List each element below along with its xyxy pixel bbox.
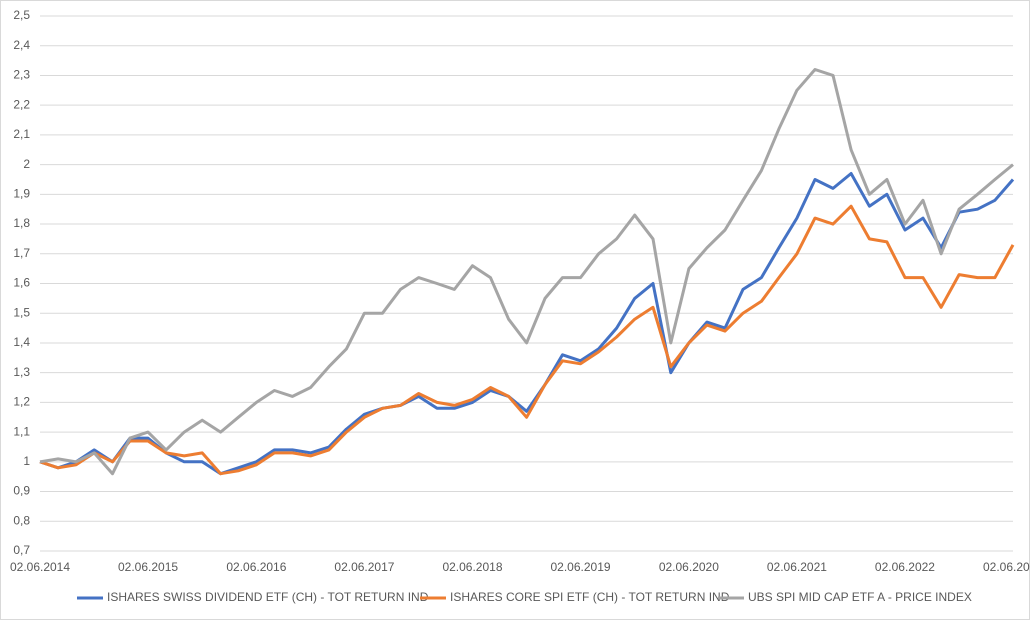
y-tick-label: 1,6 bbox=[13, 276, 30, 290]
legend-label: ISHARES CORE SPI ETF (CH) - TOT RETURN I… bbox=[450, 590, 730, 604]
x-tick-label: 02.06.2020 bbox=[659, 560, 719, 574]
x-tick-label: 02.06.2015 bbox=[118, 560, 178, 574]
legend-label: ISHARES SWISS DIVIDEND ETF (CH) - TOT RE… bbox=[107, 590, 429, 604]
x-tick-label: 02.06.2016 bbox=[226, 560, 286, 574]
y-tick-label: 1,3 bbox=[13, 365, 30, 379]
y-tick-label: 1,4 bbox=[13, 335, 30, 349]
y-tick-label: 0,7 bbox=[13, 543, 30, 557]
y-tick-label: 0,9 bbox=[13, 484, 30, 498]
series-line bbox=[39, 172, 1015, 476]
y-tick-label: 2,4 bbox=[13, 38, 30, 52]
y-tick-label: 2,3 bbox=[13, 68, 30, 82]
series-line bbox=[39, 204, 1015, 476]
x-tick-label: 02.06.2014 bbox=[10, 560, 70, 574]
y-tick-label: 1,2 bbox=[13, 395, 30, 409]
x-tick-label: 02.06.2023 bbox=[983, 560, 1030, 574]
y-tick-label: 1 bbox=[23, 454, 30, 468]
x-tick-label: 02.06.2018 bbox=[442, 560, 502, 574]
y-tick-label: 2 bbox=[23, 157, 30, 171]
x-tick-label: 02.06.2019 bbox=[550, 560, 610, 574]
y-tick-label: 1,5 bbox=[13, 305, 30, 319]
y-tick-label: 0,8 bbox=[13, 513, 30, 527]
legend-label: UBS SPI MID CAP ETF A - PRICE INDEX bbox=[748, 590, 972, 604]
y-tick-label: 2,1 bbox=[13, 127, 30, 141]
x-tick-label: 02.06.2021 bbox=[767, 560, 827, 574]
y-tick-label: 1,8 bbox=[13, 216, 30, 230]
series-line bbox=[39, 68, 1014, 476]
y-tick-label: 2,2 bbox=[13, 97, 30, 111]
y-tick-label: 2,5 bbox=[13, 8, 30, 22]
y-tick-label: 1,1 bbox=[13, 424, 30, 438]
x-tick-label: 02.06.2017 bbox=[334, 560, 394, 574]
y-tick-label: 1,7 bbox=[13, 246, 30, 260]
y-tick-label: 1,9 bbox=[13, 187, 30, 201]
x-tick-label: 02.06.2022 bbox=[875, 560, 935, 574]
